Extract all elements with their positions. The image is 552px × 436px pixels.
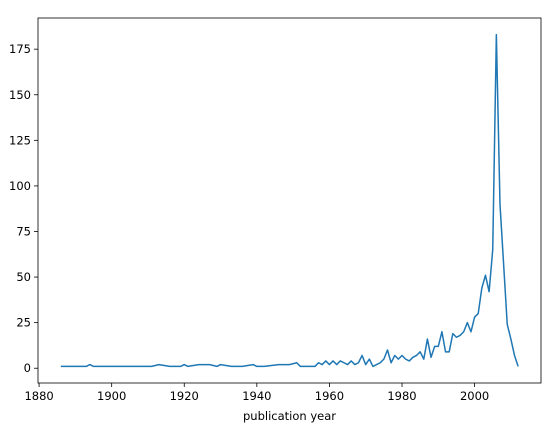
data-line (60, 33, 519, 368)
y-tick-label: 75 (16, 224, 31, 238)
x-axis-label: publication year (243, 409, 336, 423)
y-tick-label: 125 (9, 133, 31, 147)
x-tick-label: 1920 (170, 389, 199, 403)
x-tick-label: 2000 (460, 389, 489, 403)
y-tick-label: 175 (9, 42, 31, 56)
y-tick-label: 150 (9, 88, 31, 102)
x-tick-label: 1960 (315, 389, 344, 403)
y-tick-label: 0 (24, 361, 31, 375)
x-tick-label: 1980 (387, 389, 416, 403)
y-tick-label: 50 (16, 270, 31, 284)
x-tick-label: 1900 (97, 389, 126, 403)
x-tick-label: 1940 (242, 389, 271, 403)
plot-frame (37, 17, 542, 384)
x-tick-label: 1880 (24, 389, 53, 403)
y-tick-label: 25 (16, 316, 31, 330)
y-tick-label: 100 (9, 179, 31, 193)
